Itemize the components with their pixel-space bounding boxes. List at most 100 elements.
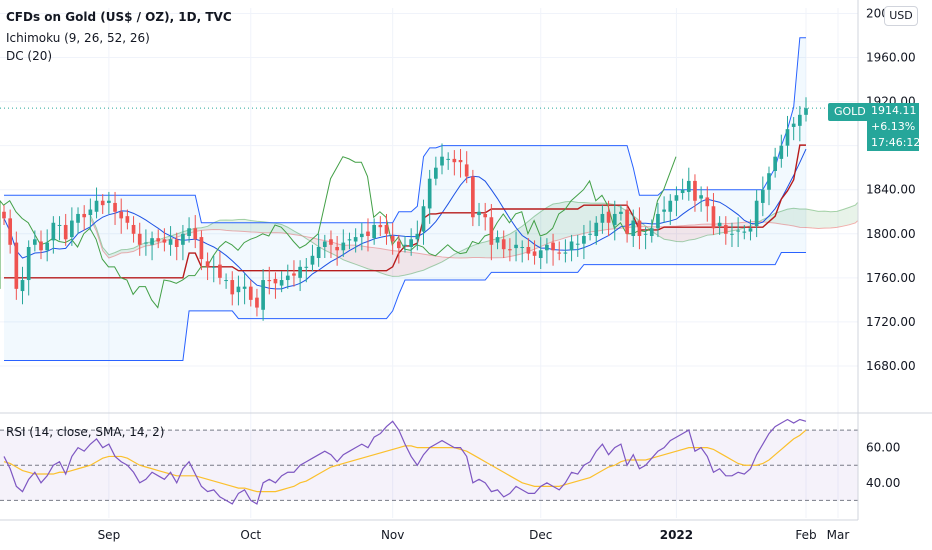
- candle-body: [45, 242, 50, 251]
- candle-body: [125, 216, 130, 223]
- candle-body: [353, 237, 358, 242]
- candle-body: [532, 251, 537, 256]
- symbol-title[interactable]: CFDs on Gold (US$ / OZ), 1D, TVC: [6, 10, 232, 24]
- cloud-segment: [553, 203, 560, 242]
- last-price-tag: 1914.11 +6.13% 17:46:12: [867, 103, 921, 151]
- candle-body: [168, 239, 173, 245]
- candle-body: [366, 231, 370, 236]
- candle-body: [285, 275, 290, 281]
- candle-body: [483, 213, 488, 218]
- candle-body: [600, 213, 605, 223]
- candle-body: [273, 278, 278, 284]
- y-tick-label: 1760.00: [866, 271, 916, 285]
- cloud-segment: [442, 256, 449, 262]
- candle-body: [82, 213, 87, 218]
- cloud-segment: [602, 203, 609, 231]
- candle-body: [230, 280, 235, 295]
- candle-body: [131, 224, 136, 234]
- candle-body: [119, 211, 124, 219]
- bar-countdown: 17:46:12: [871, 136, 921, 149]
- candle-body: [421, 206, 426, 232]
- cloud-segment: [121, 249, 128, 254]
- x-tick-label: Feb: [795, 528, 816, 542]
- candle-body: [668, 200, 673, 212]
- candle-body: [378, 224, 383, 228]
- x-tick-label: Dec: [529, 528, 552, 542]
- cloud-segment: [405, 251, 412, 276]
- cloud-segment: [133, 244, 140, 252]
- candle-body: [563, 252, 568, 254]
- candle-body: [804, 108, 808, 115]
- candle-body: [144, 242, 148, 244]
- candle-body: [711, 206, 716, 229]
- candle-body: [57, 224, 62, 226]
- candle-body: [267, 280, 272, 282]
- candle-body: [748, 228, 753, 232]
- cloud-segment: [682, 225, 689, 242]
- candle-body: [767, 173, 771, 190]
- donchian-legend[interactable]: DC (20): [6, 49, 53, 63]
- candle-body: [575, 243, 580, 245]
- candle-body: [39, 241, 43, 251]
- candle-body: [33, 239, 37, 245]
- candle-body: [582, 235, 586, 244]
- cloud-segment: [787, 208, 794, 227]
- candle-body: [20, 280, 25, 292]
- candle-body: [471, 176, 475, 218]
- candle-body: [218, 264, 222, 278]
- candle-body: [174, 239, 179, 247]
- y-tick-label: 1680.00: [866, 359, 916, 373]
- ichimoku-legend[interactable]: Ichimoku (9, 26, 52, 26): [6, 31, 150, 45]
- candle-body: [205, 261, 210, 267]
- candle-body: [51, 222, 56, 241]
- candle-body: [70, 220, 74, 238]
- candle-body: [211, 266, 216, 268]
- candle-body: [674, 195, 679, 201]
- cloud-segment: [664, 226, 671, 241]
- candle-body: [415, 233, 420, 240]
- chikou-line: [0, 156, 677, 309]
- cloud-segment: [479, 241, 486, 258]
- candle-body: [569, 241, 574, 251]
- candle-body: [526, 246, 531, 254]
- cloud-segment: [293, 230, 301, 236]
- candle-body: [520, 246, 525, 248]
- cloud-segment: [281, 224, 288, 234]
- y-tick-label: 1960.00: [866, 51, 916, 65]
- candle-body: [292, 273, 296, 276]
- rsi-legend[interactable]: RSI (14, close, SMA, 14, 2): [6, 425, 165, 439]
- candle-body: [723, 224, 728, 234]
- candle-body: [649, 228, 654, 236]
- cloud-segment: [472, 243, 480, 258]
- cloud-segment: [158, 237, 165, 244]
- cloud-segment: [583, 202, 591, 234]
- candle-body: [730, 233, 734, 235]
- candle-body: [594, 222, 599, 236]
- cloud-segment: [781, 209, 788, 225]
- candle-body: [304, 266, 309, 268]
- candle-body: [310, 255, 315, 265]
- rsi-y-tick-label: 60.00: [866, 441, 900, 455]
- candle-body: [372, 224, 376, 239]
- cloud-segment: [540, 207, 547, 247]
- candle-body: [156, 238, 161, 242]
- cloud-segment: [423, 254, 430, 271]
- cloud-segment: [836, 209, 844, 228]
- donchian-lower: [4, 252, 806, 361]
- rsi-y-tick-label: 40.00: [866, 476, 900, 490]
- currency-button[interactable]: USD: [884, 6, 918, 26]
- candle-body: [316, 246, 321, 259]
- candle-body: [298, 266, 302, 278]
- candle-body: [359, 233, 364, 238]
- candle-body: [514, 244, 518, 249]
- candle-body: [717, 222, 722, 227]
- candle-body: [458, 159, 463, 163]
- candle-body: [625, 209, 629, 234]
- candle-body: [224, 280, 228, 282]
- cloud-segment: [799, 209, 806, 228]
- cloud-segment: [775, 211, 782, 225]
- candle-body: [162, 239, 167, 243]
- candle-body: [489, 217, 494, 245]
- candle-body: [63, 224, 68, 240]
